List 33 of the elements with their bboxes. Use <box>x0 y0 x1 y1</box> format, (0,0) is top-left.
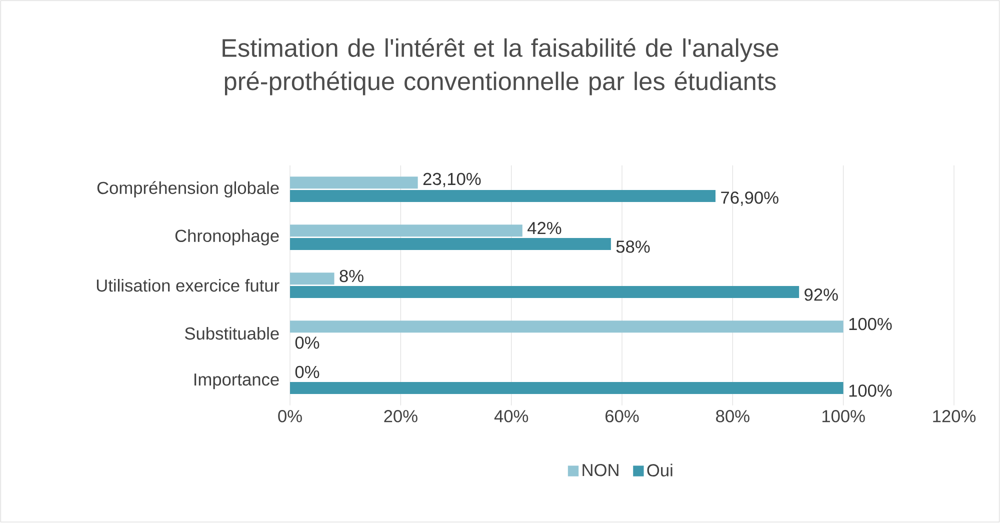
data-label: 0% <box>295 366 320 378</box>
y-tick-label: Substituable <box>185 327 279 340</box>
legend-label: Oui <box>647 464 672 477</box>
data-label: 23,10% <box>423 173 481 188</box>
bar <box>290 176 418 189</box>
legend-label: NON <box>582 464 618 476</box>
x-tick-label: 80% <box>716 410 750 422</box>
y-tick-label: Utilisation exercice futur <box>96 279 280 292</box>
data-label: 76,90% <box>721 192 778 206</box>
bar <box>290 190 716 202</box>
data-label: 0% <box>295 336 320 349</box>
data-label: 100% <box>849 384 892 397</box>
x-tick-label: 60% <box>606 410 639 422</box>
x-tick-label: 0% <box>278 410 302 422</box>
x-tick-label: 20% <box>384 410 418 422</box>
data-label: 58% <box>616 240 650 253</box>
data-label: 42% <box>528 222 562 234</box>
x-tick-label: 40% <box>494 410 528 422</box>
y-tick-label: Importance <box>194 374 279 390</box>
bar <box>290 224 522 237</box>
bar <box>290 272 334 285</box>
bar <box>290 238 611 250</box>
y-tick-label: Chronophage <box>175 229 279 246</box>
data-label: 100% <box>849 318 892 330</box>
chart-title: Estimation de l'intérêt et la faisabilité de l'analyse pré-prothétique conventionnelle par les étudiants <box>222 38 778 96</box>
bar <box>290 320 844 333</box>
bar <box>290 382 844 394</box>
x-tick-label: 120% <box>933 410 976 422</box>
data-label: 92% <box>804 288 838 301</box>
bar <box>290 286 800 298</box>
x-tick-label: 100% <box>822 410 865 422</box>
data-label: 8% <box>340 270 364 282</box>
y-tick-label: Compréhension globale <box>97 181 279 198</box>
